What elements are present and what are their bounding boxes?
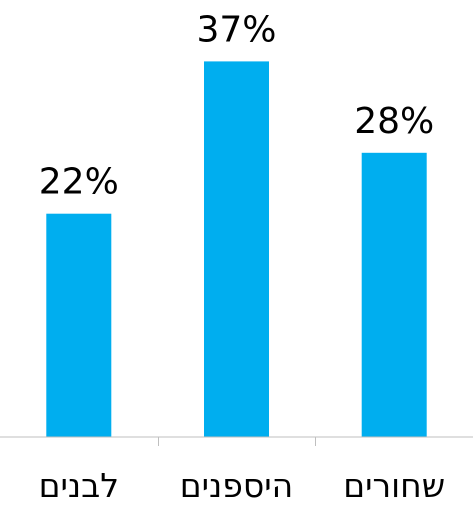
bar — [361, 152, 427, 438]
data-label: 22% — [39, 162, 119, 203]
bar — [204, 61, 269, 438]
data-label: 37% — [196, 9, 276, 50]
bars-layer — [46, 61, 427, 438]
data-label: 28% — [354, 101, 434, 142]
category-label: לבנים — [39, 466, 119, 505]
category-label: שחורים — [343, 466, 445, 505]
category-label: היספנים — [180, 466, 293, 505]
bar — [46, 213, 112, 437]
data-labels-layer: 22% 37% 28% — [39, 9, 434, 202]
x-axis — [0, 436, 473, 446]
category-labels-layer: לבנים היספנים שחורים — [39, 466, 445, 505]
